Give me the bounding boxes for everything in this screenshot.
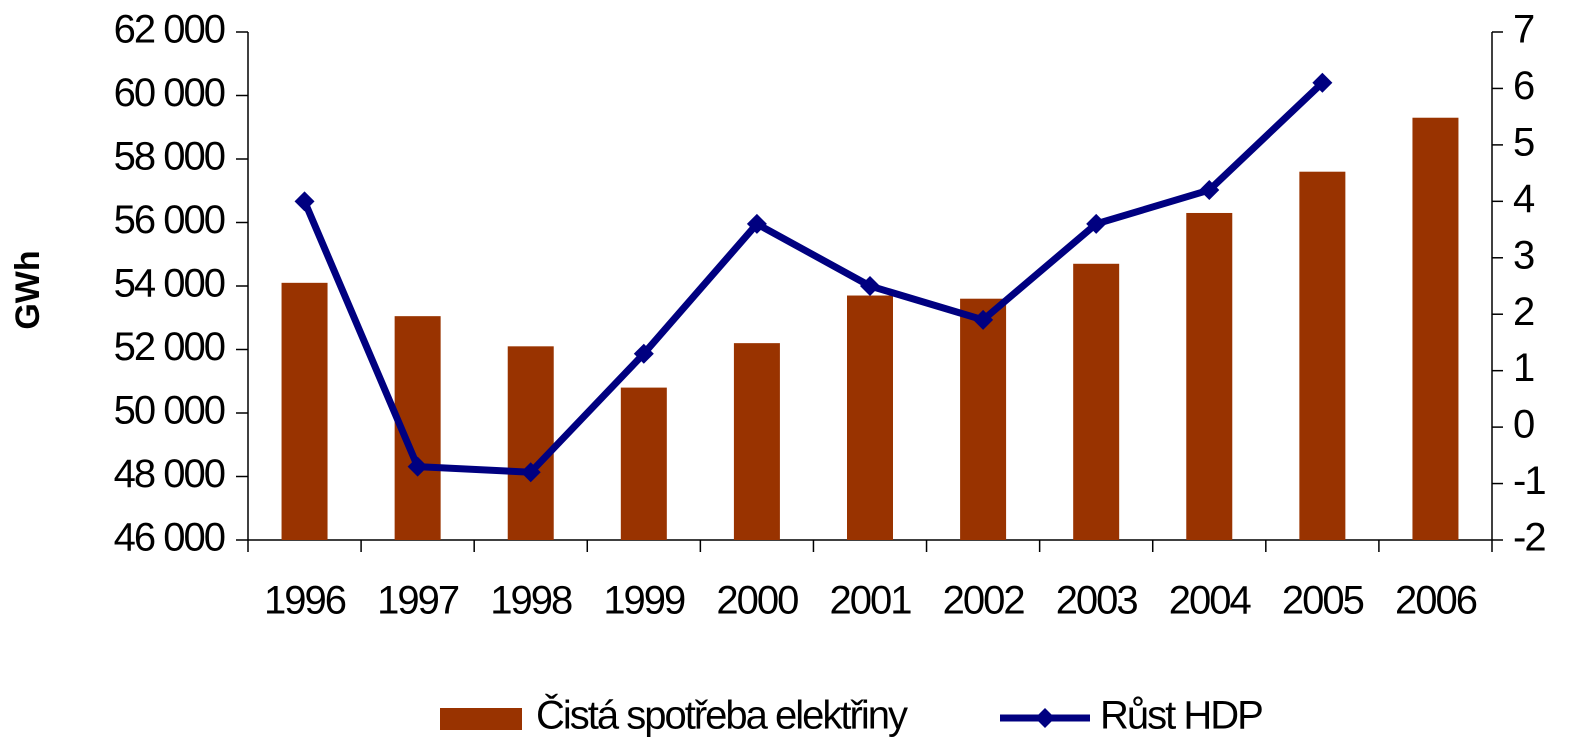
x-tick-label: 1996 bbox=[264, 579, 346, 623]
marker bbox=[520, 462, 541, 483]
x-tick-label: 1998 bbox=[490, 579, 572, 623]
marker bbox=[294, 191, 315, 212]
y-tick-label: 54 000 bbox=[114, 262, 225, 306]
y2-tick-label: 5 bbox=[1513, 120, 1534, 164]
x-tick-label: 2003 bbox=[1056, 579, 1138, 623]
y2-tick-label: -2 bbox=[1513, 516, 1545, 560]
x-tick-label: 1997 bbox=[377, 579, 459, 623]
y-tick-label: 50 000 bbox=[114, 389, 225, 433]
x-tick-label: 2000 bbox=[716, 579, 798, 623]
x-tick-label: 2002 bbox=[943, 579, 1025, 623]
y2-tick-label: -1 bbox=[1513, 459, 1545, 503]
y2-tick-label: 7 bbox=[1513, 8, 1534, 52]
marker bbox=[860, 276, 880, 296]
marker bbox=[973, 309, 994, 330]
bar bbox=[281, 282, 328, 540]
y-tick-label: 46 000 bbox=[114, 516, 225, 560]
bar bbox=[507, 346, 554, 540]
legend-swatch bbox=[1035, 708, 1055, 728]
marker bbox=[407, 456, 428, 477]
x-tick-label: 2001 bbox=[830, 579, 912, 623]
marker bbox=[1312, 72, 1333, 93]
legend-label: Růst HDP bbox=[1100, 694, 1262, 738]
y-tick-label: 58 000 bbox=[114, 135, 225, 179]
marker bbox=[1086, 213, 1107, 234]
marker bbox=[1199, 180, 1220, 201]
y2-tick-label: 1 bbox=[1513, 346, 1534, 390]
x-tick-label: 2005 bbox=[1282, 579, 1364, 623]
y2-tick-label: 2 bbox=[1513, 290, 1534, 334]
x-tick-label: 2006 bbox=[1395, 579, 1477, 623]
y-tick-label: 48 000 bbox=[114, 452, 225, 496]
y-tick-label: 52 000 bbox=[114, 325, 225, 369]
y-tick-label: 62 000 bbox=[114, 8, 225, 52]
bar bbox=[847, 295, 893, 540]
bar bbox=[620, 387, 667, 540]
y2-tick-label: 0 bbox=[1513, 403, 1534, 447]
bar bbox=[1073, 263, 1120, 540]
x-tick-label: 1999 bbox=[603, 579, 685, 623]
line bbox=[301, 80, 1325, 476]
y2-tick-label: 6 bbox=[1513, 64, 1534, 108]
bar bbox=[1412, 117, 1459, 540]
bar bbox=[1299, 171, 1346, 540]
bar bbox=[1186, 212, 1233, 540]
bar bbox=[733, 343, 780, 540]
bar bbox=[960, 298, 1007, 540]
y-tick-label: 60 000 bbox=[114, 71, 225, 115]
x-tick-label: 2004 bbox=[1169, 579, 1252, 623]
y-axis-label: GWh bbox=[9, 250, 47, 329]
legend-label: Čistá spotřeba elektřiny bbox=[536, 693, 908, 738]
y2-tick-label: 3 bbox=[1513, 233, 1534, 277]
legend-swatch bbox=[440, 708, 522, 730]
marker bbox=[746, 213, 767, 234]
marker bbox=[633, 343, 654, 364]
y-tick-label: 56 000 bbox=[114, 198, 225, 242]
y2-tick-label: 4 bbox=[1513, 177, 1535, 221]
